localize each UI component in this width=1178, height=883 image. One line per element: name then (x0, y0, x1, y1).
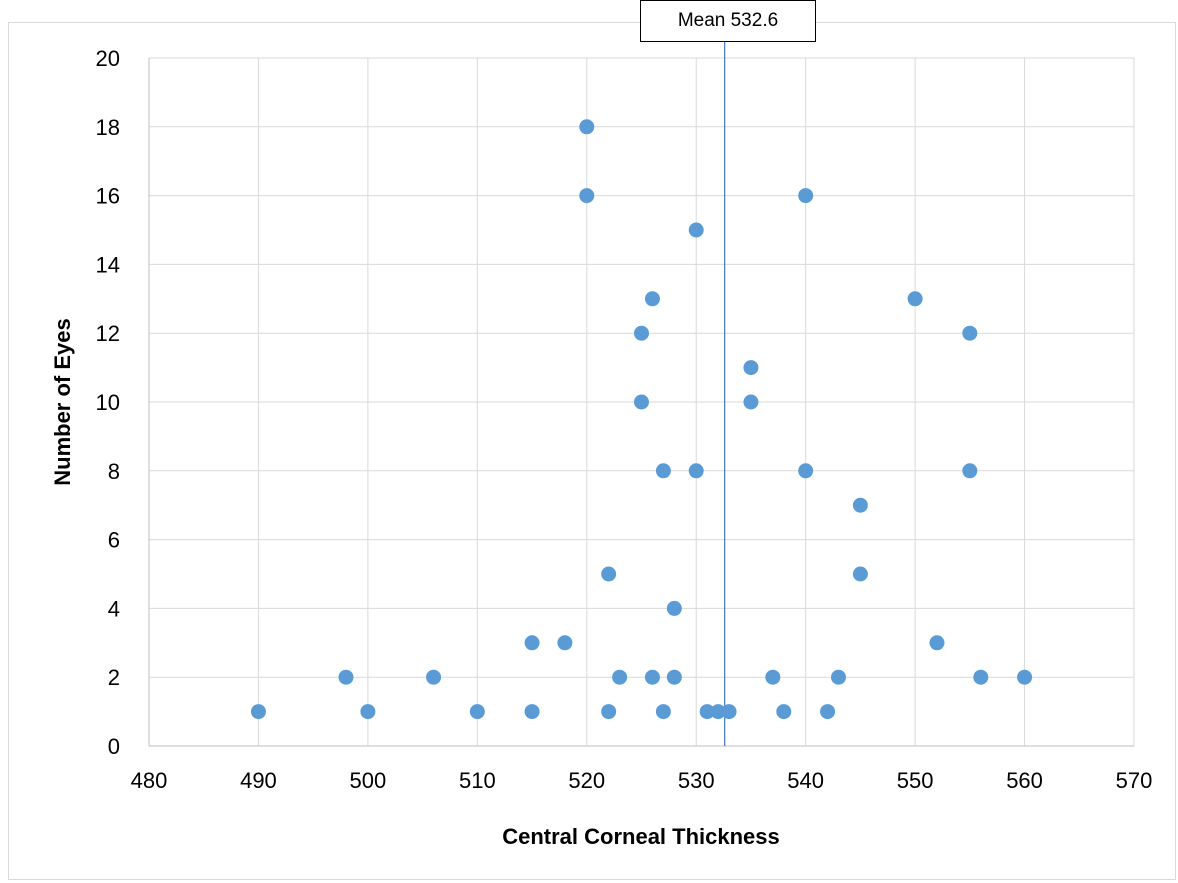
data-point (743, 360, 759, 376)
x-tick-label: 490 (240, 768, 277, 793)
data-point (601, 566, 617, 582)
x-tick-label: 520 (568, 768, 605, 793)
data-point (929, 635, 945, 651)
data-point (557, 635, 573, 651)
data-point (743, 394, 759, 410)
chart-frame (8, 22, 1176, 880)
x-tick-label: 550 (897, 768, 934, 793)
data-point (644, 291, 660, 307)
y-axis-title: Number of Eyes (50, 318, 75, 486)
grid-lines (149, 57, 1135, 746)
data-points (250, 119, 1033, 720)
data-point (644, 669, 660, 685)
data-point (798, 188, 814, 204)
y-tick-label: 12 (96, 321, 120, 346)
data-point (962, 463, 978, 479)
mean-annotation: Mean 532.6 (640, 0, 816, 42)
x-tick-label: 560 (1006, 768, 1043, 793)
x-tick-label: 570 (1116, 768, 1153, 793)
data-point (798, 463, 814, 479)
data-point (666, 669, 682, 685)
axes (148, 58, 1134, 747)
data-point (710, 704, 726, 720)
data-point (524, 635, 540, 651)
data-point (426, 669, 442, 685)
data-point (852, 497, 868, 513)
y-tick-label: 2 (108, 665, 120, 690)
data-point (688, 463, 704, 479)
data-point (852, 566, 868, 582)
y-tick-labels: 0 2 4 6 8 10 12 14 16 18 20 (96, 46, 120, 759)
y-tick-label: 14 (96, 252, 120, 277)
data-point (765, 669, 781, 685)
data-point (612, 669, 628, 685)
data-point (973, 669, 989, 685)
y-tick-label: 8 (108, 459, 120, 484)
x-tick-labels: 480 490 500 510 520 530 540 550 560 570 (131, 768, 1153, 793)
data-point (1017, 669, 1033, 685)
data-point (688, 222, 704, 238)
data-point (666, 600, 682, 616)
data-point (524, 704, 540, 720)
data-point (820, 704, 836, 720)
x-tick-label: 500 (350, 768, 387, 793)
data-point (699, 704, 715, 720)
data-point (634, 394, 649, 410)
x-tick-label: 530 (678, 768, 715, 793)
y-tick-label: 10 (96, 390, 120, 415)
y-tick-label: 18 (96, 115, 120, 140)
y-tick-label: 4 (108, 596, 120, 621)
x-axis-title: Central Corneal Thickness (502, 824, 780, 849)
data-point (338, 669, 354, 685)
x-tick-label: 480 (131, 768, 168, 793)
data-point (601, 704, 617, 720)
data-point (250, 704, 266, 720)
y-tick-label: 6 (108, 528, 120, 553)
x-tick-label: 510 (459, 768, 496, 793)
data-point (634, 325, 649, 341)
data-point (655, 463, 671, 479)
y-tick-label: 0 (108, 734, 120, 759)
data-point (776, 704, 792, 720)
data-point (721, 704, 737, 720)
data-point (831, 669, 846, 685)
y-tick-label: 16 (96, 184, 120, 209)
data-point (655, 704, 671, 720)
data-point (469, 704, 485, 720)
data-point (907, 291, 923, 307)
data-point (579, 119, 595, 135)
data-point (360, 704, 376, 720)
y-tick-label: 20 (96, 46, 120, 71)
x-tick-label: 540 (787, 768, 824, 793)
data-point (579, 188, 595, 204)
data-point (962, 325, 978, 341)
